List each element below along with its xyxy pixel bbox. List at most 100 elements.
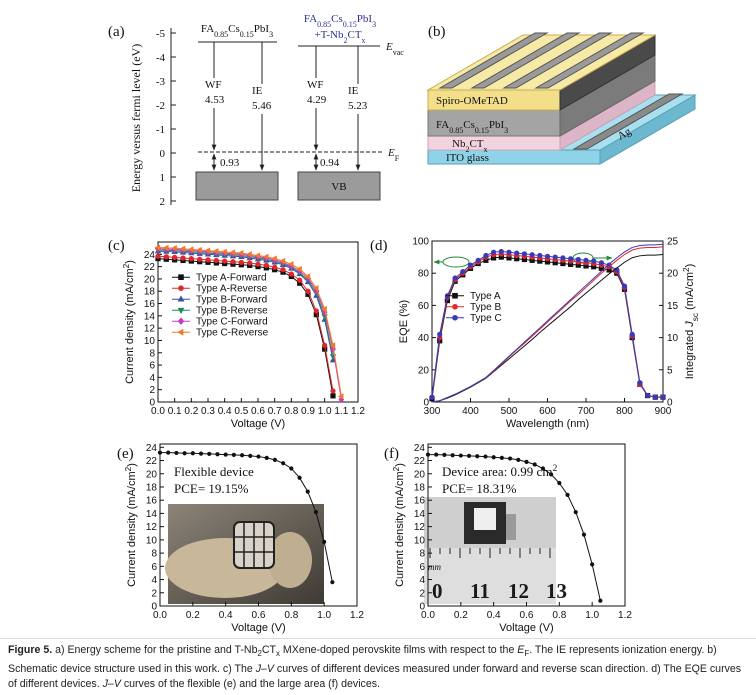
- wf-value: 4.53: [205, 94, 225, 106]
- marker: [575, 256, 581, 263]
- caption-text: a) Energy scheme for the pristine and T-…: [52, 644, 258, 656]
- text-part: 0.85: [214, 30, 228, 39]
- photo: [165, 504, 324, 604]
- marker: [330, 393, 336, 399]
- layer: [426, 34, 657, 91]
- y-tick-label: 22: [414, 456, 426, 467]
- marker: [162, 244, 169, 252]
- legend-label: Type B: [470, 302, 501, 313]
- y-tick-label: 6: [419, 562, 425, 573]
- marker: [437, 331, 443, 337]
- x-tick-label: 300: [424, 406, 441, 417]
- marker: [182, 451, 187, 456]
- marker: [442, 452, 447, 458]
- caption-text: . The IE represents ionization energy. b…: [8, 644, 717, 675]
- marker: [262, 253, 269, 260]
- x-axis-label: Voltage (V): [231, 622, 285, 634]
- text-part: x: [484, 145, 488, 154]
- marker: [583, 257, 589, 263]
- y2-tick-label: 0: [667, 398, 673, 409]
- caption-text: J–V: [102, 678, 121, 691]
- x-tick-label: 600: [539, 406, 556, 417]
- text-part: FA: [201, 23, 214, 35]
- text-part: 0.15: [475, 126, 489, 135]
- series-line: [431, 243, 664, 403]
- legend-marker: [177, 307, 185, 314]
- y-tick-label: 14: [146, 509, 158, 520]
- x-tick-label: 0.5: [234, 406, 248, 417]
- caption-text: J–V: [255, 662, 274, 675]
- marker: [171, 244, 177, 252]
- text-part: F: [395, 154, 400, 163]
- text-part: ): [126, 463, 138, 467]
- electrode: [502, 32, 613, 89]
- y2-tick-label: 10: [667, 333, 679, 344]
- text-part: Nb: [452, 138, 466, 150]
- ie-label: IE: [252, 85, 263, 97]
- marker: [491, 249, 497, 255]
- panel-label: (b): [428, 24, 446, 40]
- marker: [516, 457, 521, 462]
- marker: [529, 252, 535, 258]
- y-tick-label: -5: [156, 28, 166, 40]
- marker: [507, 456, 513, 461]
- y-tick-label: 16: [144, 299, 156, 310]
- marker: [429, 394, 435, 400]
- marker: [581, 532, 587, 537]
- marker: [279, 257, 286, 265]
- text-part: 3: [504, 126, 508, 135]
- y-tick-label: 20: [144, 274, 156, 285]
- electrode: [438, 32, 549, 89]
- x-tick-label: 0.4: [487, 610, 501, 621]
- text-part: PbI: [489, 119, 505, 131]
- marker: [304, 273, 311, 280]
- caption: Figure 5. a) Energy scheme for the prist…: [0, 638, 756, 693]
- y-tick-label: -2: [156, 100, 165, 112]
- x-tick-label: 0.0: [153, 610, 167, 621]
- figure: (a) (b) (c) (d) (e) (f) Energy versus fe…: [108, 13, 700, 634]
- text-part: 3: [269, 30, 273, 39]
- x-tick-label: 400: [462, 406, 479, 417]
- marker: [166, 450, 171, 455]
- marker: [255, 261, 261, 267]
- marker: [312, 284, 319, 292]
- y-tick-label: 4: [419, 575, 425, 586]
- annotation: PCE= 19.15%: [174, 481, 249, 496]
- marker: [248, 453, 253, 459]
- marker: [180, 255, 186, 261]
- y-tick-label: 0: [151, 602, 157, 613]
- legend-label: Type A-Forward: [196, 273, 267, 284]
- x-tick-label: 1.2: [351, 406, 365, 417]
- caption-text: F: [524, 649, 530, 659]
- marker: [305, 489, 310, 494]
- marker: [272, 457, 278, 462]
- marker: [212, 248, 219, 255]
- y-tick-label: 14: [144, 311, 156, 322]
- text-part: 0.85: [449, 126, 463, 135]
- marker: [466, 453, 472, 459]
- marker: [434, 452, 439, 457]
- text-part: 3: [372, 20, 376, 29]
- text-part: 2: [392, 466, 401, 471]
- x-tick-label: 1.2: [350, 610, 364, 621]
- marker: [598, 598, 603, 603]
- marker: [313, 308, 319, 314]
- legend-label: Type C-Forward: [196, 317, 268, 328]
- y-tick-label: -4: [156, 52, 166, 64]
- marker: [222, 258, 228, 264]
- marker: [281, 461, 286, 466]
- y2-tick-label: 15: [667, 301, 679, 312]
- y-tick-label: 22: [146, 456, 158, 467]
- marker: [329, 342, 336, 349]
- marker: [498, 248, 504, 255]
- text-part: E: [387, 147, 395, 159]
- y-tick-label: 2: [151, 588, 157, 599]
- wf-label: WF: [307, 79, 324, 91]
- marker: [521, 251, 528, 257]
- legend-marker: [452, 314, 458, 321]
- y-tick-label: 2: [149, 385, 155, 396]
- y-tick-label: 24: [414, 443, 426, 454]
- label-bg: [346, 84, 374, 114]
- text-part: ): [394, 463, 406, 467]
- marker: [537, 252, 543, 259]
